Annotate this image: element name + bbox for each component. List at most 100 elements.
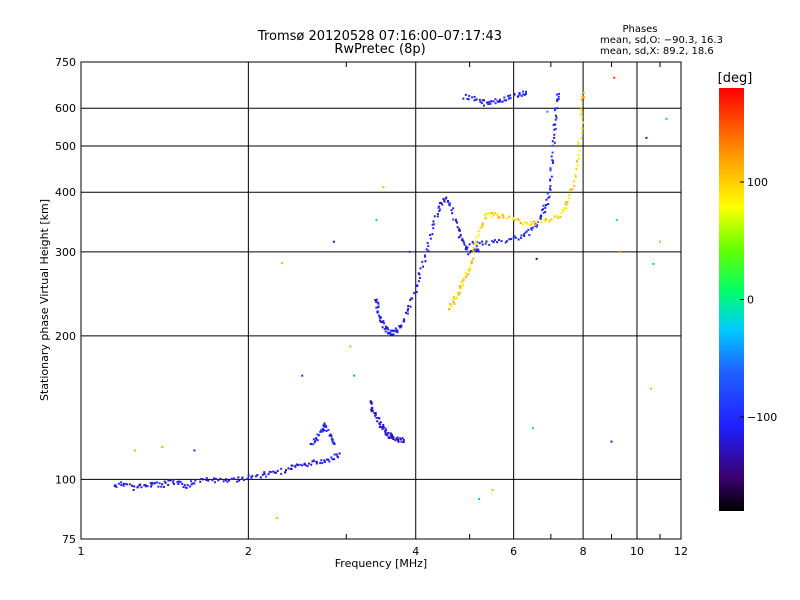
data-point [382, 320, 385, 323]
data-point [531, 222, 534, 225]
data-point [267, 473, 270, 476]
data-point [326, 458, 329, 461]
data-point [560, 211, 563, 214]
data-point [545, 203, 548, 206]
data-point [500, 240, 503, 243]
data-point [374, 412, 377, 415]
data-point [523, 221, 526, 224]
data-point [384, 427, 387, 430]
data-point [169, 479, 172, 482]
data-point [332, 240, 335, 243]
data-point [115, 485, 118, 488]
data-point [581, 121, 584, 124]
y-tick-label: 750 [55, 56, 76, 69]
data-point [236, 480, 239, 483]
data-point [475, 236, 478, 239]
data-point [583, 96, 586, 99]
data-point [400, 324, 403, 327]
data-point [388, 332, 391, 335]
data-point [205, 479, 208, 482]
data-point [505, 217, 508, 220]
data-point [581, 127, 584, 130]
data-point [310, 443, 313, 446]
data-point [512, 216, 515, 219]
data-point [315, 461, 318, 464]
data-point [296, 463, 299, 466]
y-tick-label: 300 [55, 246, 76, 259]
data-point [425, 248, 428, 251]
data-point [381, 326, 384, 329]
data-point [427, 245, 430, 248]
data-point [436, 215, 439, 218]
data-point [491, 212, 494, 215]
data-point [454, 298, 457, 301]
y-tick-label: 400 [55, 186, 76, 199]
data-point [122, 484, 125, 487]
data-point [370, 402, 373, 405]
data-point [276, 469, 279, 472]
data-point [503, 96, 506, 99]
data-point [378, 426, 381, 429]
data-point [520, 234, 523, 237]
data-point [287, 467, 290, 470]
data-point [498, 216, 501, 219]
data-point [480, 102, 483, 105]
data-point [294, 465, 297, 468]
data-point [524, 231, 527, 234]
data-point [578, 149, 581, 152]
data-point [547, 203, 550, 206]
data-point [329, 433, 332, 436]
data-point [472, 242, 475, 245]
data-point [418, 276, 421, 279]
data-point [330, 437, 333, 440]
chart-subtitle: RwPretec (8p) [334, 42, 425, 57]
data-point [150, 483, 153, 486]
data-point [384, 330, 387, 333]
data-point [521, 90, 524, 93]
data-point [205, 477, 208, 480]
data-point [555, 116, 558, 119]
data-point [172, 482, 175, 485]
data-point [384, 432, 387, 435]
data-point [457, 293, 460, 296]
data-point [581, 96, 584, 99]
data-point [131, 484, 134, 487]
data-point [268, 470, 271, 473]
data-point [450, 304, 453, 307]
data-point [149, 482, 152, 485]
data-point [331, 441, 334, 444]
data-point [401, 437, 404, 440]
phases-x-stats: mean, sd,X: 89.2, 18.6 [600, 46, 714, 57]
data-point [568, 194, 571, 197]
data-point [314, 440, 317, 443]
data-point [556, 98, 559, 101]
data-point [117, 482, 120, 485]
data-point [481, 223, 484, 226]
data-point [466, 246, 469, 249]
data-point [487, 103, 490, 106]
data-point [280, 472, 283, 475]
data-point [503, 99, 506, 102]
data-point [452, 300, 455, 303]
data-point [510, 238, 513, 241]
data-point [320, 459, 323, 462]
data-point [246, 477, 249, 480]
data-point [321, 462, 324, 465]
data-point [275, 517, 278, 520]
data-point [509, 94, 512, 97]
data-point [448, 204, 451, 207]
data-point [250, 476, 253, 479]
data-point [520, 237, 523, 240]
data-point [534, 224, 537, 227]
data-point [323, 459, 326, 462]
data-point [475, 245, 478, 248]
data-point [150, 485, 153, 488]
data-point [207, 479, 210, 482]
data-point [504, 241, 507, 244]
data-point [371, 409, 374, 412]
data-point [331, 439, 334, 442]
data-point [583, 91, 586, 94]
data-point [327, 458, 330, 461]
data-point [530, 221, 533, 224]
data-point [376, 306, 379, 309]
